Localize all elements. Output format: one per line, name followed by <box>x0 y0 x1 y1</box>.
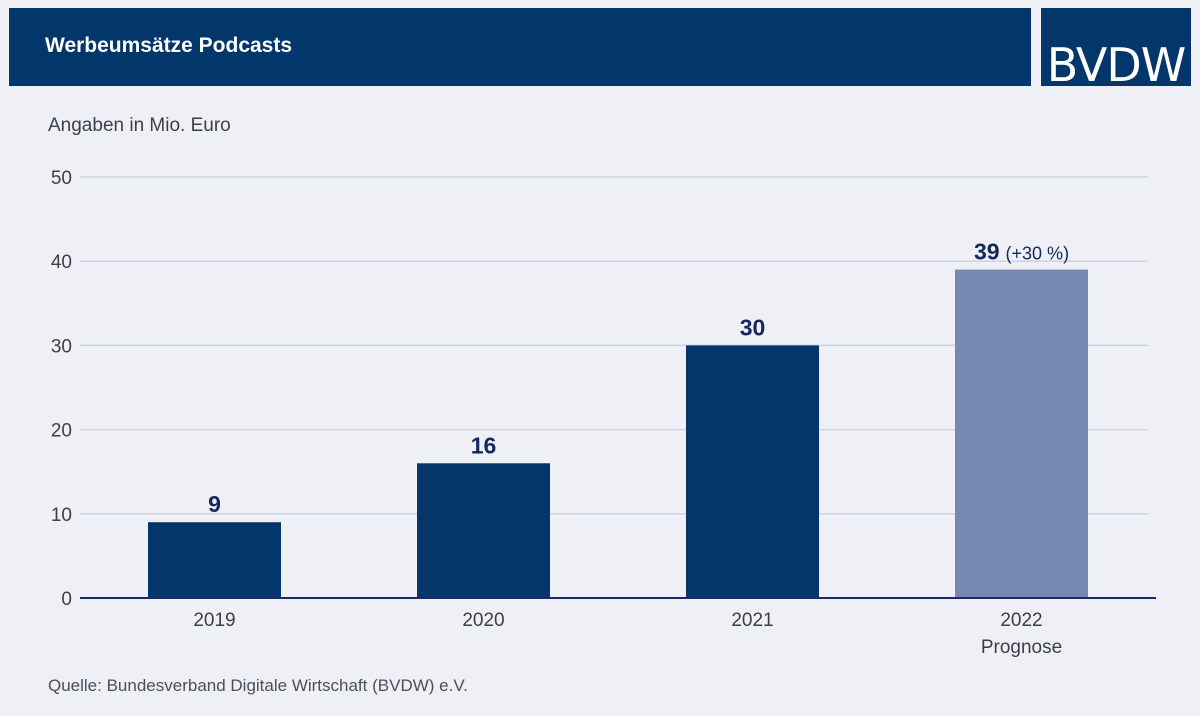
y-tick-label-30: 30 <box>51 336 72 357</box>
bar-2022 <box>955 269 1088 598</box>
x-tick-label-2022: 2022 <box>1000 610 1042 631</box>
value-label-2021: 30 <box>740 314 766 340</box>
logo-text: BVDW <box>1046 38 1187 92</box>
y-tick-label-50: 50 <box>51 168 72 189</box>
y-tick-label-20: 20 <box>51 421 72 442</box>
value-label-2022: 39 (+30 %) <box>974 239 1069 265</box>
value-label-2020: 16 <box>471 432 497 458</box>
y-axis-unit-label: Angaben in Mio. Euro <box>48 115 231 136</box>
value-number-2019: 9 <box>208 491 221 517</box>
x-tick-sublabel-2022: Prognose <box>981 637 1062 658</box>
y-tick-label-40: 40 <box>51 252 72 273</box>
x-tick-label-2019: 2019 <box>193 610 235 631</box>
y-tick-label-0: 0 <box>61 589 72 610</box>
bvdw-logo: BVDW <box>1041 8 1191 92</box>
source-note: Quelle: Bundesverband Digitale Wirtschaf… <box>48 676 468 695</box>
value-number-2020: 16 <box>471 432 497 458</box>
value-number-2021: 30 <box>740 314 766 340</box>
bar-2020 <box>417 463 550 598</box>
value-label-2019: 9 <box>208 491 221 517</box>
bar-2019 <box>148 522 281 598</box>
bar-2021 <box>686 345 819 598</box>
x-tick-label-2020: 2020 <box>462 610 504 631</box>
value-number-2022: 39 <box>974 239 1000 265</box>
value-annotation-2022: (+30 %) <box>1006 244 1070 264</box>
chart-title: Werbeumsätze Podcasts <box>45 34 293 57</box>
header-bar: Werbeumsätze Podcasts <box>9 8 1031 86</box>
x-tick-label-2021: 2021 <box>731 610 773 631</box>
y-tick-label-10: 10 <box>51 505 72 526</box>
